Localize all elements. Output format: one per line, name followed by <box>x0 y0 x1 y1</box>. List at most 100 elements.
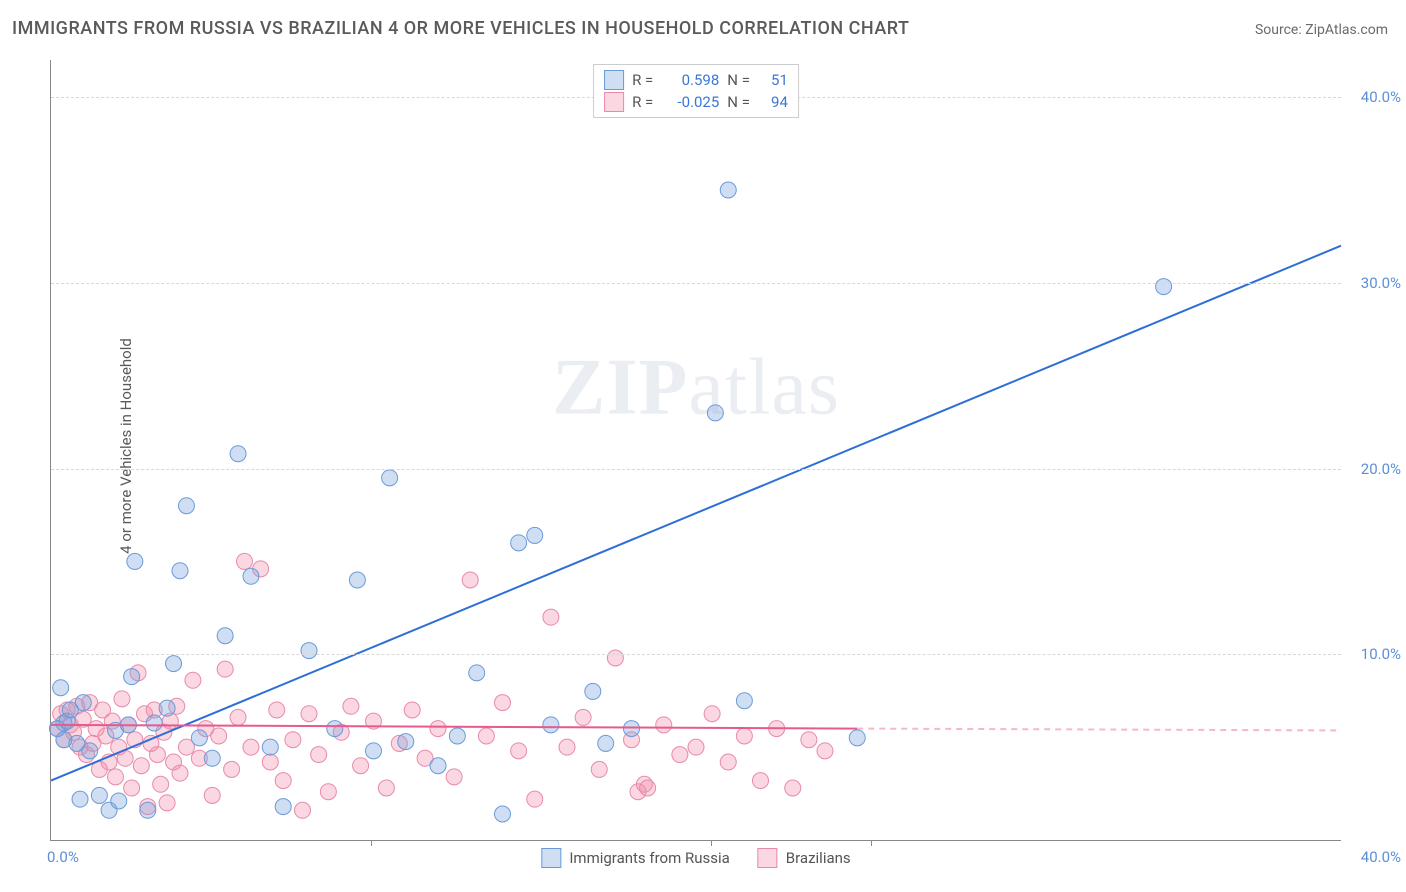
legend-swatch-pink <box>604 92 624 112</box>
scatter-point <box>243 739 259 755</box>
legend-r-label: R = <box>632 69 653 91</box>
legend-row-pink: R = -0.025 N = 94 <box>604 91 788 113</box>
legend-n-label: N = <box>727 69 750 91</box>
scatter-point <box>398 734 414 750</box>
scatter-point <box>211 728 227 744</box>
scatter-point <box>153 776 169 792</box>
scatter-point <box>149 747 165 763</box>
scatter-point <box>559 739 575 755</box>
gridline <box>51 654 1341 655</box>
scatter-point <box>262 739 278 755</box>
scatter-point <box>269 702 285 718</box>
scatter-point <box>382 470 398 486</box>
scatter-point <box>114 691 130 707</box>
scatter-point <box>785 780 801 796</box>
scatter-point <box>159 795 175 811</box>
scatter-point <box>527 527 543 543</box>
series-legend: Immigrants from Russia Brazilians <box>541 848 850 868</box>
scatter-point <box>140 802 156 818</box>
trend-line <box>857 729 1341 731</box>
legend-r-value-blue: 0.598 <box>661 69 719 91</box>
scatter-point <box>446 769 462 785</box>
correlation-legend: R = 0.598 N = 51 R = -0.025 N = 94 <box>593 64 799 118</box>
scatter-point <box>275 773 291 789</box>
scatter-point <box>736 693 752 709</box>
scatter-point <box>607 650 623 666</box>
scatter-point <box>191 730 207 746</box>
scatter-point <box>378 780 394 796</box>
scatter-point <box>849 730 865 746</box>
x-tick-mark <box>371 840 372 846</box>
scatter-point <box>640 780 656 796</box>
scatter-point <box>495 695 511 711</box>
scatter-svg <box>51 60 1341 840</box>
scatter-point <box>817 743 833 759</box>
scatter-point <box>430 758 446 774</box>
legend-item-blue: Immigrants from Russia <box>541 848 729 868</box>
scatter-point <box>656 717 672 733</box>
scatter-point <box>127 553 143 569</box>
legend-swatch-blue-icon <box>541 848 561 868</box>
trend-line <box>51 246 1341 781</box>
gridline <box>51 283 1341 284</box>
y-tick-label: 30.0% <box>1361 274 1401 292</box>
scatter-point <box>320 784 336 800</box>
scatter-point <box>311 747 327 763</box>
scatter-point <box>543 609 559 625</box>
scatter-point <box>295 802 311 818</box>
scatter-point <box>598 735 614 751</box>
x-tick-mark <box>871 840 872 846</box>
scatter-point <box>243 568 259 584</box>
legend-row-blue: R = 0.598 N = 51 <box>604 69 788 91</box>
legend-item-pink: Brazilians <box>758 848 851 868</box>
scatter-point <box>185 672 201 688</box>
scatter-point <box>230 709 246 725</box>
scatter-point <box>404 702 420 718</box>
legend-label-blue: Immigrants from Russia <box>569 849 729 867</box>
scatter-point <box>327 721 343 737</box>
scatter-point <box>672 747 688 763</box>
scatter-point <box>704 706 720 722</box>
scatter-point <box>543 717 559 733</box>
scatter-point <box>469 665 485 681</box>
legend-n-label: N = <box>727 91 750 113</box>
scatter-point <box>343 698 359 714</box>
scatter-point <box>204 750 220 766</box>
scatter-point <box>133 758 149 774</box>
scatter-point <box>585 683 601 699</box>
scatter-point <box>111 793 127 809</box>
scatter-point <box>285 732 301 748</box>
y-tick-label: 10.0% <box>1361 645 1401 663</box>
scatter-point <box>753 773 769 789</box>
scatter-point <box>736 728 752 744</box>
scatter-point <box>230 446 246 462</box>
scatter-point <box>75 695 91 711</box>
scatter-point <box>366 743 382 759</box>
scatter-point <box>720 754 736 770</box>
x-tick-mark <box>711 840 712 846</box>
scatter-point <box>124 669 140 685</box>
scatter-point <box>72 791 88 807</box>
x-tick-min: 0.0% <box>47 848 79 866</box>
scatter-point <box>69 735 85 751</box>
scatter-point <box>53 680 69 696</box>
legend-n-value-blue: 51 <box>758 69 788 91</box>
scatter-point <box>224 761 240 777</box>
scatter-point <box>262 754 278 770</box>
scatter-point <box>275 799 291 815</box>
scatter-point <box>591 761 607 777</box>
y-tick-label: 40.0% <box>1361 88 1401 106</box>
scatter-point <box>146 715 162 731</box>
scatter-point <box>624 721 640 737</box>
legend-n-value-pink: 94 <box>758 91 788 113</box>
legend-label-pink: Brazilians <box>786 849 851 867</box>
scatter-point <box>217 628 233 644</box>
scatter-point <box>178 498 194 514</box>
scatter-point <box>349 572 365 588</box>
scatter-point <box>449 728 465 744</box>
scatter-point <box>801 732 817 748</box>
scatter-point <box>575 709 591 725</box>
scatter-point <box>707 405 723 421</box>
scatter-point <box>1156 279 1172 295</box>
scatter-point <box>511 535 527 551</box>
